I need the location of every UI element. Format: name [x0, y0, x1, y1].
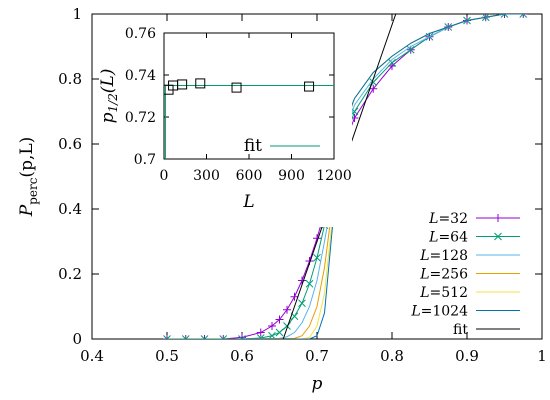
legend-label: L=128	[419, 248, 468, 264]
legend-label-var: L	[428, 211, 438, 227]
data-point	[256, 334, 265, 339]
data-point	[369, 84, 378, 93]
data-point	[305, 279, 314, 288]
data-point	[275, 328, 284, 337]
x-tick-label: 0.8	[380, 347, 404, 365]
y-axis-label-tail: (p,L)	[17, 137, 37, 178]
x-tick-label: 0.4	[80, 347, 104, 365]
legend-label-var: L	[419, 248, 429, 264]
y-tick-label: 0.4	[58, 200, 82, 218]
data-point	[200, 335, 209, 339]
legend-label: L=1024	[410, 304, 468, 320]
inset-x-tick-label: 900	[278, 168, 305, 184]
data-point	[238, 333, 246, 339]
inset-y-axis-label-main: p	[98, 112, 118, 123]
y-tick-label: 0.2	[58, 265, 82, 283]
inset-x-tick-label: 1200	[316, 168, 352, 184]
legend-label-value: =1024	[421, 304, 468, 320]
y-tick-label: 1	[72, 5, 82, 23]
data-point	[219, 335, 228, 339]
data-point	[388, 58, 396, 67]
inset-x-tick-label: 600	[236, 168, 263, 184]
data-point	[406, 45, 415, 54]
x-tick-label: 1	[537, 347, 547, 365]
legend-label-value: =512	[430, 285, 468, 301]
data-point	[313, 253, 321, 262]
data-point	[238, 335, 246, 339]
data-point	[494, 214, 502, 222]
legend-label-var: L	[419, 285, 429, 301]
legend-label: L=32	[428, 211, 468, 227]
legend-label-value: =64	[438, 230, 468, 246]
inset-y-tick-label: 0.74	[125, 68, 156, 84]
data-point	[275, 315, 284, 324]
legend-label-value: =32	[438, 211, 468, 227]
data-point	[163, 335, 171, 339]
x-tick-label: 0.7	[305, 347, 329, 365]
data-point	[181, 335, 190, 339]
legend-label: fit	[453, 322, 468, 338]
data-point	[350, 107, 359, 116]
data-point	[298, 299, 306, 308]
inset-y-tick-label: 0.72	[125, 110, 156, 126]
inset-x-tick-label: 0	[160, 168, 169, 184]
data-point	[200, 335, 209, 339]
main-plot: 0.4 0.5 0.6 0.7 0.8 0.9 100.20.40.60.81pPperc(…	[17, 5, 547, 394]
legend-label: L=256	[419, 267, 468, 283]
inset-y-axis-label-sub: 1/2	[106, 93, 120, 112]
data-point	[256, 328, 265, 337]
data-point	[283, 322, 291, 330]
data-point	[219, 335, 228, 339]
data-point	[181, 335, 190, 339]
data-point	[500, 14, 509, 18]
y-axis-label-sub: perc	[26, 177, 40, 205]
x-axis-label: p	[312, 374, 323, 394]
legend-label-value: =256	[430, 267, 469, 283]
inset-y-axis-label: p1/2(L)	[98, 69, 120, 124]
legend-label-value: fit	[453, 322, 468, 338]
legend-label-var: L	[410, 304, 420, 320]
inset-x-axis-label: L	[242, 192, 254, 212]
y-tick-label: 0.8	[58, 70, 82, 88]
data-point	[231, 82, 242, 93]
y-tick-label: 0.6	[58, 135, 82, 153]
x-tick-label: 0.5	[155, 347, 179, 365]
data-point	[519, 14, 528, 18]
legend-label: L=512	[419, 285, 468, 301]
data-point	[519, 14, 528, 18]
y-tick-label: 0	[72, 330, 82, 348]
legend-label-var: L	[428, 230, 438, 246]
legend-label-value: =128	[430, 248, 468, 264]
data-point	[304, 81, 315, 92]
inset-y-tick-label: 0.76	[125, 26, 156, 42]
inset-legend-label: fit	[244, 136, 262, 156]
data-point	[195, 78, 206, 89]
data-point	[177, 79, 188, 90]
series-line-l1024	[242, 14, 524, 339]
y-axis-label-main: P	[17, 204, 37, 217]
data-point	[494, 232, 502, 241]
inset-plot: 0 300 600 900 1200 0.7 0.72 0.74 0.76 Lp1/2(L) fit	[98, 21, 352, 227]
legend-label: L=64	[428, 230, 468, 246]
inset-x-tick-label: 300	[193, 168, 220, 184]
data-point	[283, 305, 291, 314]
inset-background	[102, 21, 352, 227]
data-point	[268, 322, 276, 330]
x-tick-label: 0.9	[455, 347, 479, 365]
data-point	[290, 292, 299, 301]
data-point	[298, 276, 306, 285]
x-tick-label: 0.6	[230, 347, 254, 365]
legend-label-var: L	[419, 267, 429, 283]
inset-y-tick-label: 0.7	[134, 152, 156, 168]
data-point	[163, 335, 171, 339]
inset-y-axis-label-tail: (L)	[98, 69, 118, 94]
y-axis-label: Pperc(p,L)	[17, 137, 40, 218]
data-point	[500, 14, 509, 18]
